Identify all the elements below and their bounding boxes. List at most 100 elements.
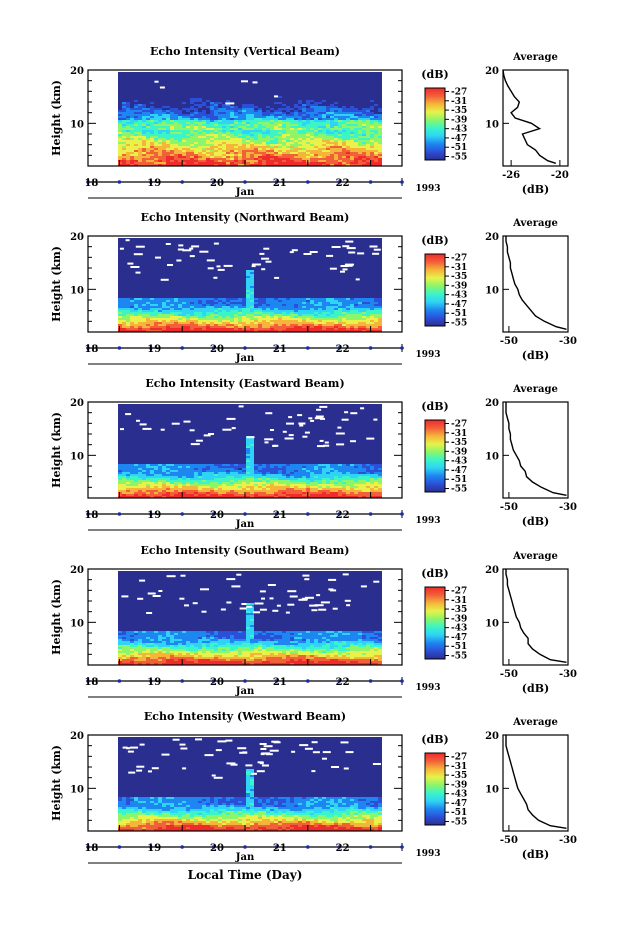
- heatmap-cell: [326, 136, 330, 138]
- heatmap-cell: [330, 118, 334, 120]
- heatmap-cell: [170, 158, 174, 160]
- heatmap-cell: [150, 266, 154, 268]
- heatmap-cell: [298, 76, 302, 78]
- heatmap-cell: [254, 122, 258, 124]
- heatmap-cell: [158, 154, 162, 156]
- heatmap-cell: [270, 132, 274, 134]
- heatmap-cell: [242, 94, 246, 96]
- heatmap-cell: [298, 246, 302, 248]
- heatmap-cell: [254, 242, 258, 244]
- heatmap-cell: [374, 104, 378, 106]
- heatmap-cell: [178, 102, 182, 104]
- heatmap-cell: [194, 288, 198, 290]
- heatmap-cell: [354, 160, 358, 162]
- heatmap-cell: [318, 262, 322, 264]
- heatmap-cell: [358, 272, 362, 274]
- heatmap-cell: [142, 242, 146, 244]
- heatmap-cell: [290, 102, 294, 104]
- heatmap-cell: [234, 118, 238, 120]
- heatmap-cell: [322, 286, 326, 288]
- heatmap-cell: [174, 242, 178, 244]
- heatmap-cell: [222, 88, 226, 90]
- heatmap-cell: [298, 252, 302, 254]
- heatmap-cell: [138, 142, 142, 144]
- heatmap-cell: [310, 258, 314, 260]
- heatmap-cell: [306, 278, 310, 280]
- heatmap-cell: [322, 154, 326, 156]
- heatmap-cell: [306, 82, 310, 84]
- heatmap-cell: [310, 164, 314, 166]
- heatmap-cell: [354, 138, 358, 140]
- heatmap-cell: [326, 110, 330, 112]
- heatmap-cell: [306, 88, 310, 90]
- heatmap-cell: [318, 256, 322, 258]
- heatmap-cell: [246, 290, 250, 292]
- heatmap-cell: [338, 82, 342, 84]
- heatmap-cell: [238, 80, 242, 82]
- heatmap-cell: [282, 264, 286, 266]
- heatmap-cell: [138, 148, 142, 150]
- heatmap-cell: [150, 248, 154, 250]
- heatmap-cell: [222, 252, 226, 254]
- heatmap-cell: [282, 124, 286, 126]
- heatmap-cell: [370, 138, 374, 140]
- heatmap-cell: [306, 240, 310, 242]
- heatmap-cell: [218, 238, 222, 240]
- heatmap-cell: [338, 144, 342, 146]
- heatmap-cell: [334, 92, 338, 94]
- heatmap-cell: [330, 140, 334, 142]
- heatmap-cell: [358, 274, 362, 276]
- heatmap-cell: [278, 72, 282, 74]
- heatmap-cell: [134, 144, 138, 146]
- heatmap-cell: [370, 240, 374, 242]
- heatmap-cell: [358, 92, 362, 94]
- heatmap-cell: [362, 150, 366, 152]
- heatmap-cell: [198, 248, 202, 250]
- heatmap-cell: [138, 124, 142, 126]
- heatmap-cell: [190, 284, 194, 286]
- heatmap-cell: [138, 134, 142, 136]
- heatmap-cell: [170, 154, 174, 156]
- heatmap-cell: [378, 88, 382, 90]
- heatmap-cell: [338, 266, 342, 268]
- heatmap-cell: [290, 270, 294, 272]
- heatmap-cell: [338, 244, 342, 246]
- heatmap-cell: [338, 72, 342, 74]
- heatmap-cell: [122, 76, 126, 78]
- heatmap-cell: [214, 126, 218, 128]
- heatmap-cell: [346, 120, 350, 122]
- heatmap-cell: [374, 276, 378, 278]
- heatmap-cell: [334, 128, 338, 130]
- heatmap-cell: [262, 96, 266, 98]
- heatmap-cell: [134, 84, 138, 86]
- heatmap-cell: [266, 272, 270, 274]
- heatmap-cell: [154, 94, 158, 96]
- heatmap-cell: [278, 280, 282, 282]
- heatmap-cell: [186, 92, 190, 94]
- heatmap-cell: [242, 120, 246, 122]
- heatmap-cell: [142, 84, 146, 86]
- heatmap-cell: [170, 258, 174, 260]
- heatmap-cell: [242, 250, 246, 252]
- heatmap-cell: [306, 86, 310, 88]
- heatmap-cell: [166, 94, 170, 96]
- heatmap-cell: [338, 136, 342, 138]
- heatmap-cell: [254, 92, 258, 94]
- heatmap-cell: [278, 136, 282, 138]
- heatmap-cell: [158, 118, 162, 120]
- heatmap-cell: [278, 258, 282, 260]
- heatmap-cell: [202, 108, 206, 110]
- heatmap-cell: [254, 116, 258, 118]
- heatmap-cell: [234, 270, 238, 272]
- heatmap-cell: [190, 148, 194, 150]
- heatmap-cell: [258, 246, 262, 248]
- heatmap-cell: [150, 268, 154, 270]
- heatmap-cell: [282, 80, 286, 82]
- heatmap-cell: [194, 266, 198, 268]
- heatmap-cell: [322, 112, 326, 114]
- heatmap-cell: [186, 98, 190, 100]
- heatmap-cell: [346, 288, 350, 290]
- heatmap-cell: [270, 152, 274, 154]
- heatmap-cell: [230, 78, 234, 80]
- heatmap-cell: [354, 260, 358, 262]
